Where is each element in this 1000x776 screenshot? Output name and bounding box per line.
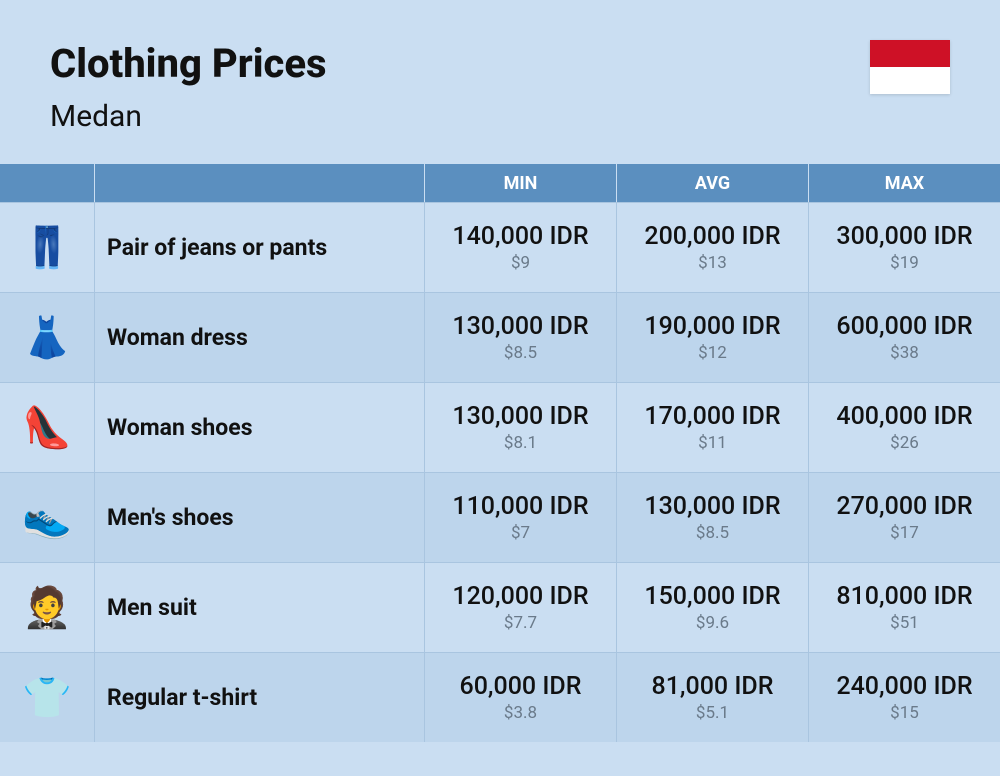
price-usd: $8.5	[696, 523, 729, 543]
price-idr: 270,000 IDR	[836, 492, 972, 521]
price-usd: $9.6	[696, 613, 729, 633]
price-usd: $3.8	[504, 703, 537, 723]
price-usd: $26	[890, 433, 919, 453]
price-idr: 130,000 IDR	[644, 492, 780, 521]
price-max: 300,000 IDR $19	[809, 203, 1000, 292]
price-usd: $19	[890, 253, 919, 273]
item-label: Woman dress	[95, 293, 425, 382]
flag-stripe-bottom	[870, 67, 950, 94]
item-icon: 👕	[0, 653, 95, 742]
price-usd: $13	[698, 253, 727, 273]
item-icon: 👗	[0, 293, 95, 382]
country-flag-icon	[870, 40, 950, 94]
price-idr: 600,000 IDR	[836, 312, 972, 341]
table-header-label	[95, 164, 425, 202]
table-row: 👗 Woman dress 130,000 IDR $8.5 190,000 I…	[0, 292, 1000, 382]
price-max: 240,000 IDR $15	[809, 653, 1000, 742]
price-min: 120,000 IDR $7.7	[425, 563, 617, 652]
price-table: MIN AVG MAX 👖 Pair of jeans or pants 140…	[0, 164, 1000, 742]
item-icon: 👖	[0, 203, 95, 292]
title-block: Clothing Prices Medan	[50, 40, 327, 134]
price-idr: 60,000 IDR	[460, 672, 582, 701]
price-max: 270,000 IDR $17	[809, 473, 1000, 562]
price-usd: $38	[890, 343, 919, 363]
price-min: 60,000 IDR $3.8	[425, 653, 617, 742]
item-label: Men suit	[95, 563, 425, 652]
item-label: Regular t-shirt	[95, 653, 425, 742]
price-max: 600,000 IDR $38	[809, 293, 1000, 382]
price-idr: 190,000 IDR	[644, 312, 780, 341]
table-row: 👖 Pair of jeans or pants 140,000 IDR $9 …	[0, 202, 1000, 292]
item-icon: 🤵	[0, 563, 95, 652]
price-idr: 170,000 IDR	[644, 402, 780, 431]
price-idr: 130,000 IDR	[452, 312, 588, 341]
price-avg: 170,000 IDR $11	[617, 383, 809, 472]
price-max: 810,000 IDR $51	[809, 563, 1000, 652]
price-avg: 81,000 IDR $5.1	[617, 653, 809, 742]
price-usd: $15	[890, 703, 919, 723]
price-idr: 81,000 IDR	[652, 672, 774, 701]
item-icon: 👟	[0, 473, 95, 562]
item-label: Pair of jeans or pants	[95, 203, 425, 292]
item-label: Woman shoes	[95, 383, 425, 472]
price-avg: 150,000 IDR $9.6	[617, 563, 809, 652]
price-idr: 130,000 IDR	[452, 402, 588, 431]
price-min: 110,000 IDR $7	[425, 473, 617, 562]
price-usd: $12	[698, 343, 727, 363]
price-idr: 150,000 IDR	[644, 582, 780, 611]
item-icon: 👠	[0, 383, 95, 472]
price-idr: 300,000 IDR	[836, 222, 972, 251]
table-header-avg: AVG	[617, 164, 809, 202]
price-usd: $51	[890, 613, 919, 633]
price-usd: $9	[511, 253, 530, 273]
price-idr: 110,000 IDR	[452, 492, 588, 521]
item-label: Men's shoes	[95, 473, 425, 562]
header: Clothing Prices Medan	[0, 0, 1000, 164]
page-title: Clothing Prices	[50, 40, 327, 87]
table-header-icon	[0, 164, 95, 202]
price-idr: 400,000 IDR	[836, 402, 972, 431]
price-usd: $7.7	[504, 613, 537, 633]
price-usd: $5.1	[696, 703, 729, 723]
price-usd: $11	[698, 433, 727, 453]
flag-stripe-top	[870, 40, 950, 67]
table-header: MIN AVG MAX	[0, 164, 1000, 202]
price-idr: 200,000 IDR	[644, 222, 780, 251]
price-idr: 240,000 IDR	[836, 672, 972, 701]
price-avg: 130,000 IDR $8.5	[617, 473, 809, 562]
table-header-min: MIN	[425, 164, 617, 202]
price-idr: 810,000 IDR	[836, 582, 972, 611]
price-min: 130,000 IDR $8.5	[425, 293, 617, 382]
price-max: 400,000 IDR $26	[809, 383, 1000, 472]
price-usd: $8.5	[504, 343, 537, 363]
price-min: 140,000 IDR $9	[425, 203, 617, 292]
page-subtitle: Medan	[50, 99, 327, 134]
price-avg: 200,000 IDR $13	[617, 203, 809, 292]
price-avg: 190,000 IDR $12	[617, 293, 809, 382]
table-row: 👠 Woman shoes 130,000 IDR $8.1 170,000 I…	[0, 382, 1000, 472]
table-header-max: MAX	[809, 164, 1000, 202]
price-usd: $17	[890, 523, 919, 543]
table-row: 👕 Regular t-shirt 60,000 IDR $3.8 81,000…	[0, 652, 1000, 742]
price-idr: 140,000 IDR	[452, 222, 588, 251]
price-min: 130,000 IDR $8.1	[425, 383, 617, 472]
table-body: 👖 Pair of jeans or pants 140,000 IDR $9 …	[0, 202, 1000, 742]
table-row: 🤵 Men suit 120,000 IDR $7.7 150,000 IDR …	[0, 562, 1000, 652]
table-row: 👟 Men's shoes 110,000 IDR $7 130,000 IDR…	[0, 472, 1000, 562]
price-idr: 120,000 IDR	[452, 582, 588, 611]
price-usd: $7	[511, 523, 530, 543]
price-usd: $8.1	[504, 433, 537, 453]
